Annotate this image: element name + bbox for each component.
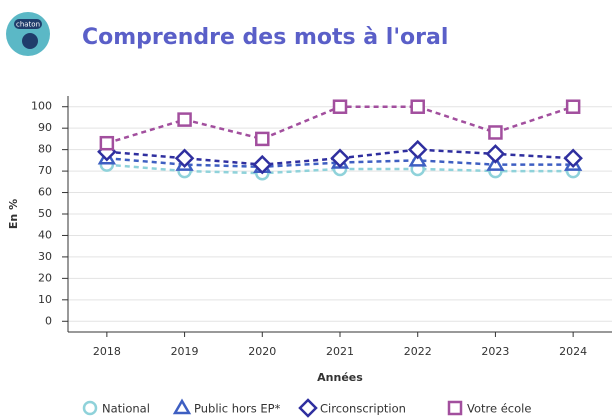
legend-label: National [102,402,150,416]
marker [488,125,503,140]
x-tick-label: 2020 [248,345,276,358]
x-tick-label: 2019 [171,345,199,358]
marker [407,139,428,160]
marker [99,135,115,151]
x-tick-label: 2024 [559,345,587,358]
legend-label: Votre école [467,402,531,416]
y-tick-label: 60 [38,186,52,199]
x-tick-label: 2022 [404,345,432,358]
x-tick-label: 2023 [481,345,509,358]
x-tick-label: 2021 [326,345,354,358]
y-tick-label: 70 [38,164,52,177]
marker [332,99,348,114]
y-tick-label: 20 [38,271,52,284]
badge-head [22,33,38,49]
marker [565,99,581,114]
marker [330,148,350,168]
legend-marker [172,398,192,415]
y-tick-label: 10 [38,293,52,306]
x-tick-label: 2018 [93,345,121,358]
marker [563,148,583,168]
legend-marker [82,400,98,416]
marker [410,99,425,114]
marker [485,144,506,164]
y-tick-label: 100 [31,100,52,113]
chart-title: Comprendre des mots à l'oral [82,25,448,50]
marker [177,112,192,127]
x-axis-label: Années [317,371,363,384]
y-tick-label: 30 [38,250,52,263]
y-tick-label: 90 [38,121,52,134]
y-axis-label: En % [7,199,20,229]
y-tick-label: 40 [38,228,52,241]
marker [255,131,270,147]
badge-label: chaton [16,21,40,29]
y-tick-label: 50 [38,207,52,220]
y-tick-label: 0 [45,314,52,327]
legend-label: Public hors EP* [194,402,281,416]
marker [252,154,273,175]
marker [174,148,195,168]
badge-box [14,19,42,29]
legend-label: Circonscription [320,402,406,416]
legend-marker [298,398,318,418]
legend-marker [447,400,463,416]
y-tick-label: 80 [38,143,52,156]
